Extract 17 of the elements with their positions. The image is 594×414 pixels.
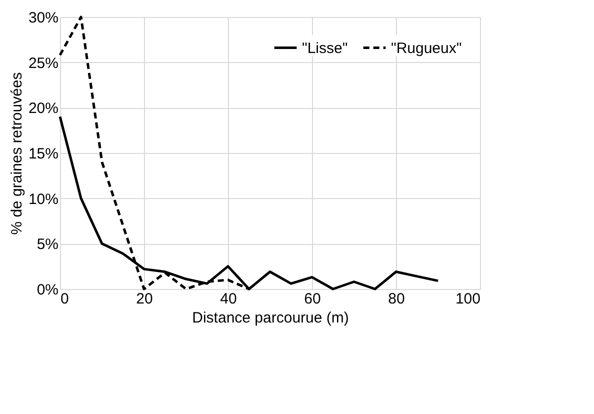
x-tick-label: 0: [60, 290, 69, 308]
x-tick-label: 60: [304, 290, 321, 308]
y-axis-title: % de graines retrouvées: [8, 72, 26, 235]
x-tick-label: 100: [455, 290, 480, 308]
y-tick-label: 30%: [28, 10, 58, 26]
legend-label: "Lisse": [302, 40, 348, 57]
y-tick-label: 15%: [28, 146, 58, 162]
x-tick-label: 20: [136, 290, 153, 308]
y-tick-label: 10%: [28, 190, 58, 208]
y-tick-label: 25%: [28, 54, 58, 72]
y-tick-label: 20%: [28, 100, 58, 118]
legend-label: "Rugueux": [391, 40, 462, 57]
y-tick-label: 5%: [36, 236, 58, 254]
x-tick-label: 80: [388, 290, 405, 308]
x-axis-title: Distance parcourue (m): [192, 310, 349, 326]
x-tick-label: 40: [220, 290, 237, 308]
y-tick-label: 0%: [36, 282, 58, 298]
